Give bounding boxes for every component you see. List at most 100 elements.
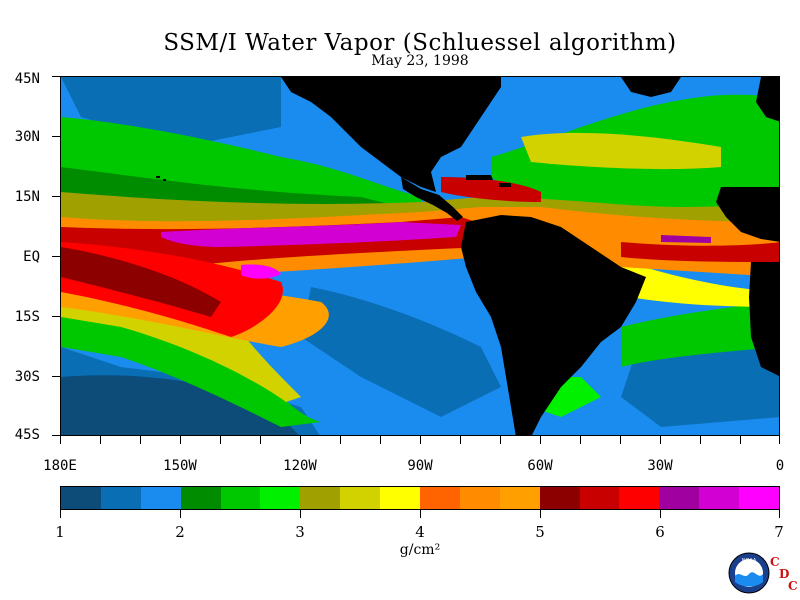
lon-tick [779, 436, 780, 444]
colorbar-swatch [220, 487, 261, 509]
lon-label-0: 0 [775, 458, 785, 474]
land-west-africa [716, 187, 779, 242]
land-cuba [466, 175, 493, 180]
land-central-america [401, 177, 463, 221]
land-europe [756, 77, 779, 122]
lon-tick [60, 436, 61, 444]
colorbar-swatch [579, 487, 620, 509]
noaa-logo-text: NOAA [742, 558, 757, 564]
land-south-america [461, 215, 646, 435]
water-vapor-map [60, 76, 780, 436]
dry-region-east-pacific [301, 287, 501, 417]
cdc-logo: C D C [768, 555, 800, 595]
colorbar-units: g/cm² [399, 542, 441, 558]
lon-tick [420, 436, 421, 444]
colorbar-label-6: 6 [655, 523, 665, 541]
lon-tick [620, 436, 621, 444]
colorbar-tick [779, 510, 780, 518]
lat-label-15n: 15N [14, 189, 40, 205]
colorbar [60, 486, 780, 510]
colorbar-swatch [140, 487, 181, 509]
noaa-logo-icon: NOAA [728, 552, 770, 594]
colorbar-swatch [739, 487, 780, 509]
colorbar-swatch [260, 487, 301, 509]
lon-label-120w: 120W [283, 458, 317, 474]
lon-tick [460, 436, 461, 444]
colorbar-label-3: 3 [295, 523, 305, 541]
transition-band-gulf-stream [521, 132, 721, 170]
colorbar-tick [60, 510, 61, 518]
lat-tick [52, 435, 60, 436]
lon-tick [100, 436, 101, 444]
lon-tick [380, 436, 381, 444]
lat-tick [52, 256, 60, 257]
lat-label-45n: 45N [14, 71, 40, 87]
colorbar-swatch [380, 487, 421, 509]
lon-tick [740, 436, 741, 444]
lon-tick [180, 436, 181, 444]
lon-tick [540, 436, 541, 444]
lat-label-30s: 30S [14, 369, 40, 385]
colorbar-label-5: 5 [535, 523, 545, 541]
map-canvas [61, 77, 779, 435]
colorbar-tick [540, 510, 541, 518]
lon-tick [220, 436, 221, 444]
colorbar-swatch [619, 487, 660, 509]
lon-tick [700, 436, 701, 444]
lat-label-45s: 45S [14, 427, 40, 443]
land-southern-africa [749, 262, 779, 376]
land-hispaniola [499, 183, 511, 187]
land-hawaii [163, 179, 166, 181]
colorbar-swatch [180, 487, 221, 509]
lon-label-60w: 60W [527, 458, 553, 474]
cdc-letter: C [770, 555, 780, 569]
lon-tick [660, 436, 661, 444]
lat-tick [52, 76, 60, 77]
colorbar-swatch [539, 487, 580, 509]
colorbar-tick [420, 510, 421, 518]
lon-tick [340, 436, 341, 444]
colorbar-swatch [300, 487, 341, 509]
lon-tick [500, 436, 501, 444]
lon-label-90w: 90W [407, 458, 433, 474]
colorbar-swatch [659, 487, 700, 509]
lon-tick [580, 436, 581, 444]
land-greenland [621, 77, 681, 97]
colorbar-tick [300, 510, 301, 518]
lon-label-180e: 180E [43, 458, 77, 474]
colorbar-tick [660, 510, 661, 518]
colorbar-label-7: 7 [774, 523, 784, 541]
colorbar-swatch [100, 487, 141, 509]
lon-tick [300, 436, 301, 444]
colorbar-swatch [340, 487, 381, 509]
land-north-america [281, 77, 501, 192]
lat-tick [52, 196, 60, 197]
lat-tick [52, 136, 60, 137]
colorbar-swatch [459, 487, 500, 509]
warm-pool-dark-red [61, 247, 221, 317]
colorbar-swatch [499, 487, 540, 509]
colorbar-swatch [420, 487, 460, 509]
colorbar-label-1: 1 [55, 523, 65, 541]
very-dry-region-south-pacific [61, 375, 299, 435]
itcz-peak-magenta [161, 222, 461, 247]
lon-label-30w: 30W [647, 458, 673, 474]
colorbar-label-2: 2 [175, 523, 185, 541]
moist-band-south-atlantic [621, 302, 779, 367]
colorbar-tick [180, 510, 181, 518]
atlantic-itcz-red [621, 242, 779, 262]
colorbar-label-4: 4 [415, 523, 425, 541]
lon-tick [260, 436, 261, 444]
lat-label-30n: 30N [14, 129, 40, 145]
colorbar-swatch [699, 487, 740, 509]
lat-tick [52, 376, 60, 377]
chart-title: SSM/I Water Vapor (Schluessel algorithm) [163, 30, 677, 56]
colorbar-swatch [61, 487, 101, 509]
lat-label-eq: EQ [23, 249, 40, 265]
chart-date: May 23, 1998 [371, 53, 469, 69]
lat-label-15s: 15S [14, 309, 40, 325]
dry-region-north-pacific [61, 77, 281, 147]
magenta-peak-central-pacific [241, 264, 281, 279]
land-hawaii [156, 176, 160, 178]
cdc-letter: D [779, 567, 790, 581]
